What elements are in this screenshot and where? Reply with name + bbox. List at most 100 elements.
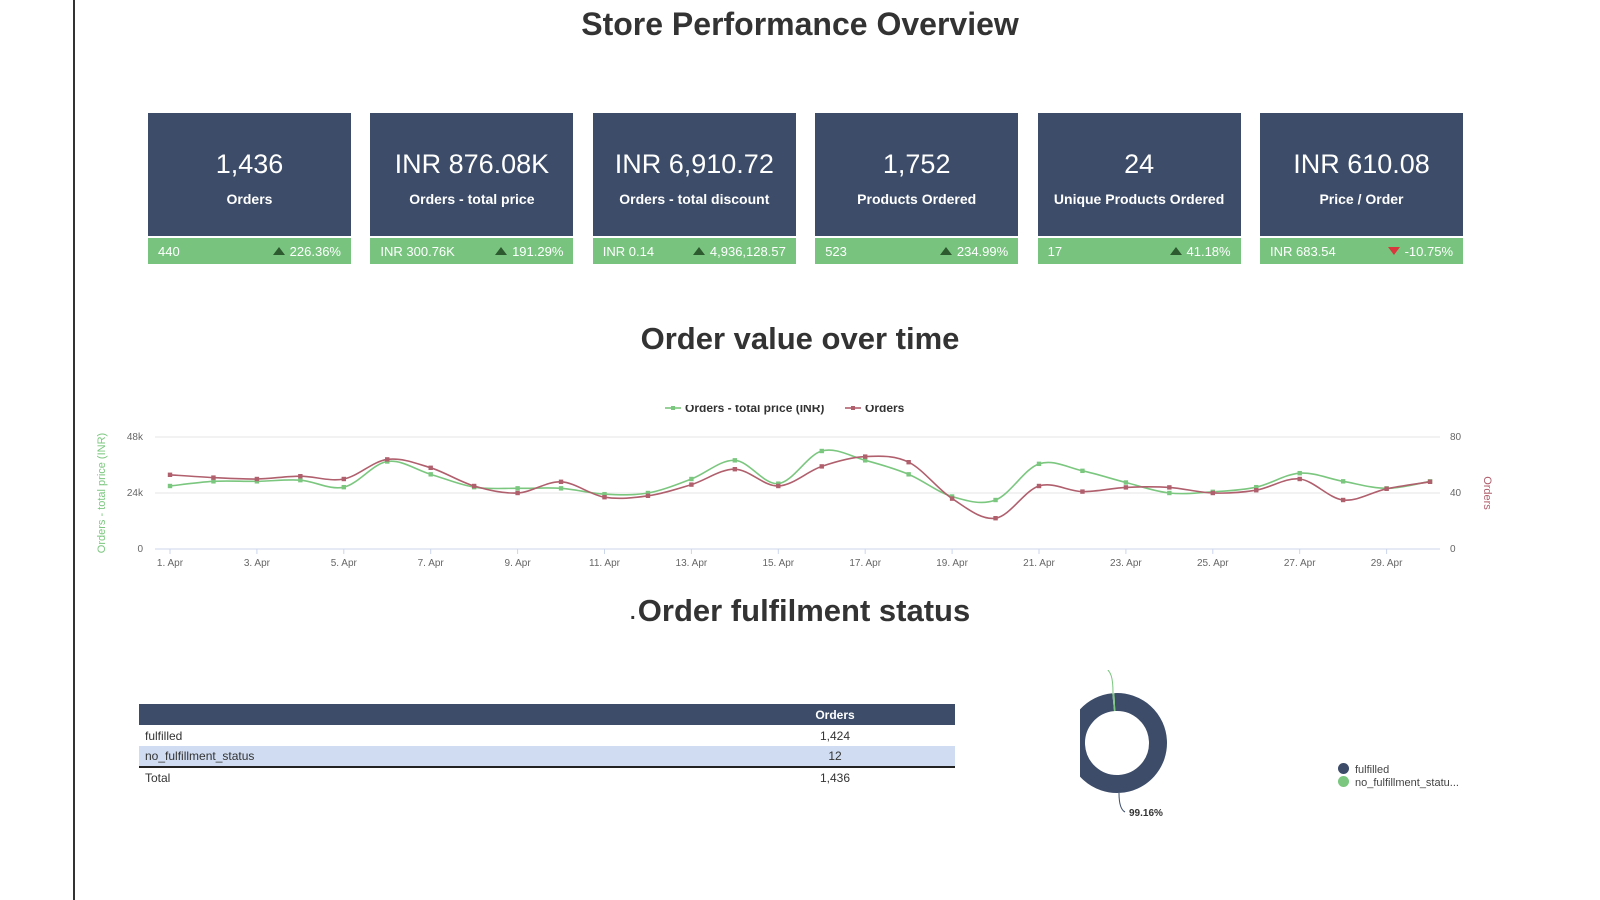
table-cell-status: fulfilled [145, 728, 183, 743]
kpi-card: 1,752 Products Ordered 523 234.99% [815, 113, 1019, 265]
data-point [1167, 485, 1172, 490]
left-border-rule [73, 0, 75, 900]
fulfilment-title: .Order fulfilment status [0, 593, 1600, 629]
data-point [1167, 490, 1172, 496]
x-tick-label: 3. Apr [244, 558, 271, 569]
data-point [602, 491, 607, 497]
bullet-dot: . [630, 602, 636, 624]
trend-up-icon [272, 247, 285, 255]
table-total-label: Total [139, 766, 715, 788]
data-point [558, 479, 564, 484]
kpi-comparison-bar: 440 226.36% [148, 238, 351, 264]
data-point [167, 472, 173, 477]
fulfilment-table: Orders fulfilled 1,424 no_fulfillment_st… [139, 704, 955, 788]
data-point [689, 482, 694, 487]
table-total-row: Total 1,436 [139, 766, 955, 788]
data-point [1254, 484, 1259, 490]
data-point [1384, 486, 1389, 491]
data-point [167, 483, 173, 489]
donut-data-label: 0.84% [1080, 670, 1102, 673]
data-point [341, 484, 346, 490]
kpi-previous-value: INR 683.54 [1270, 244, 1336, 259]
x-tick-label: 15. Apr [762, 558, 794, 569]
kpi-comparison-bar: INR 300.76K 191.29% [370, 238, 574, 264]
data-point [1297, 470, 1302, 476]
kpi-card-body: INR 610.08 Price / Order [1260, 113, 1463, 236]
x-tick-label: 5. Apr [331, 558, 358, 569]
trend-up-icon [1169, 247, 1182, 255]
kpi-card: 24 Unique Products Ordered 17 41.18% [1037, 113, 1241, 265]
y-left-axis-title: Orders - total price (INR) [96, 433, 108, 553]
kpi-change: -10.75% [1387, 244, 1453, 259]
kpi-label: Price / Order [1319, 191, 1404, 207]
kpi-card-body: 1,752 Products Ordered [815, 113, 1019, 236]
data-point [906, 460, 911, 465]
legend-item-no-fulfillment[interactable]: no_fulfillment_statu... [1338, 776, 1459, 789]
data-point [776, 481, 781, 486]
trend-up-icon [692, 247, 705, 255]
data-point [1340, 497, 1346, 503]
kpi-card-body: 1,436 Orders [148, 113, 351, 236]
data-point [1297, 476, 1302, 482]
kpi-label: Products Ordered [857, 191, 977, 207]
fulfilment-donut-chart: 0.84% 99.16% [1080, 670, 1167, 819]
kpi-previous-value: 523 [825, 244, 847, 259]
data-point [298, 474, 303, 479]
legend-item-fulfilled[interactable]: fulfilled [1338, 763, 1459, 776]
kpi-label: Orders - total discount [619, 191, 770, 207]
kpi-value: INR 6,910.72 [614, 149, 774, 179]
donut-slice-fulfilled[interactable] [1080, 693, 1167, 793]
x-tick-label: 7. Apr [418, 558, 445, 569]
x-tick-label: 27. Apr [1284, 558, 1316, 569]
data-point [732, 467, 738, 472]
legend-marker-icon [1338, 763, 1349, 774]
kpi-change: 226.36% [272, 244, 341, 259]
trend-up-icon [939, 247, 952, 255]
kpi-comparison-bar: 17 41.18% [1037, 238, 1241, 264]
table-header-orders: Orders [715, 704, 955, 725]
legend-label-total-price: Orders - total price (INR) [685, 405, 824, 415]
x-tick-label: 13. Apr [676, 558, 708, 569]
legend-square-marker-icon [671, 406, 675, 410]
donut-data-label: 99.16% [1129, 808, 1163, 819]
y-left-tick-label: 0 [137, 544, 143, 555]
data-point [906, 472, 911, 477]
data-point [1340, 479, 1346, 484]
data-point [1210, 490, 1215, 496]
x-tick-label: 19. Apr [936, 558, 968, 569]
data-point [254, 476, 260, 482]
legend-marker-icon [1338, 776, 1349, 787]
data-point [949, 496, 955, 501]
table-header-status [139, 704, 715, 725]
donut-legend: fulfilled no_fulfillment_statu... [1338, 763, 1459, 789]
kpi-label: Orders - total price [409, 191, 535, 207]
series-line-orders [169, 455, 1431, 520]
table-row: fulfilled 1,424 [139, 725, 955, 746]
data-point [211, 475, 216, 480]
data-point [341, 476, 346, 482]
kpi-card: INR 876.08K Orders - total price INR 300.7… [370, 113, 574, 265]
data-point [689, 476, 694, 482]
page-title: Store Performance Overview [581, 6, 1019, 42]
legend-label-orders: Orders [865, 405, 905, 415]
x-tick-label: 17. Apr [849, 558, 881, 569]
kpi-previous-value: INR 300.76K [380, 244, 455, 259]
kpi-label: Unique Products Ordered [1053, 191, 1225, 207]
data-point [254, 479, 260, 484]
legend-label: no_fulfillment_statu... [1355, 777, 1459, 789]
kpi-card-body: 24 Unique Products Ordered [1037, 113, 1241, 236]
kpi-change-value: 191.29% [512, 244, 564, 259]
data-point [819, 464, 824, 469]
data-point [1080, 489, 1085, 494]
x-tick-label: 29. Apr [1371, 558, 1403, 569]
data-point [863, 454, 868, 459]
table-cell-status: no_fulfillment_status [139, 746, 715, 767]
kpi-card: 1,436 Orders 440 226.36% [148, 113, 351, 265]
x-tick-label: 25. Apr [1197, 558, 1229, 569]
kpi-change: 41.18% [1169, 244, 1231, 259]
kpi-value: 24 [1124, 149, 1155, 179]
y-right-axis-title: Orders [1481, 476, 1493, 510]
legend-label: fulfilled [1355, 764, 1390, 776]
data-point [385, 457, 390, 462]
kpi-comparison-bar: 523 234.99% [815, 238, 1019, 264]
